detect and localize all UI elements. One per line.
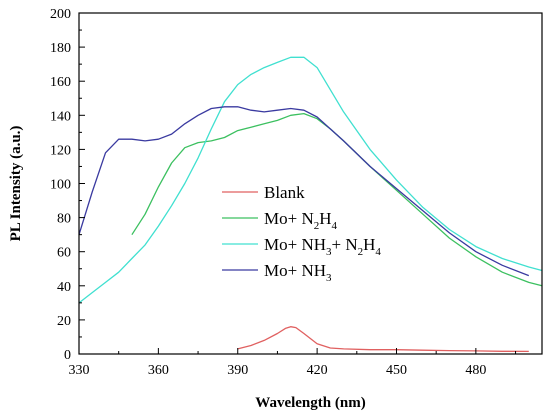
y-tick-label: 40 xyxy=(57,280,71,295)
series-line-0 xyxy=(237,326,529,353)
y-tick-label: 60 xyxy=(57,246,71,261)
y-tick-label: 200 xyxy=(50,7,71,22)
x-tick-label: 480 xyxy=(465,363,486,378)
series-line-2 xyxy=(78,56,543,304)
y-tick-label: 100 xyxy=(50,178,71,193)
x-axis-title: Wavelength (nm) xyxy=(255,395,365,411)
series-line-3 xyxy=(78,106,530,277)
legend-label-2: Mo+ NH3+ N2H4 xyxy=(264,235,381,258)
y-tick-label: 160 xyxy=(50,75,71,90)
x-tick-label: 330 xyxy=(69,363,90,378)
y-axis-title: PL Intensity (a.u.) xyxy=(8,126,24,242)
axes-frame xyxy=(78,12,543,355)
x-tick-label: 450 xyxy=(386,363,407,378)
y-tick-label: 80 xyxy=(57,212,71,227)
y-tick-label: 120 xyxy=(50,143,71,158)
legend-label-3: Mo+ NH3 xyxy=(264,261,332,284)
y-tick-label: 180 xyxy=(50,41,71,56)
series-line-1 xyxy=(131,112,543,287)
x-tick-label: 390 xyxy=(227,363,248,378)
x-tick-label: 360 xyxy=(148,363,169,378)
legend-label-0: Blank xyxy=(264,183,305,202)
y-tick-label: 140 xyxy=(50,109,71,124)
x-tick-label: 420 xyxy=(307,363,328,378)
legend: Blank Mo+ N2H4 Mo+ NH3+ N2H4 Mo+ NH3 xyxy=(222,183,381,284)
axis-ticks: 330 360 390 420 450 480 0 20 40 60 80 100 120 140 160 1… xyxy=(50,7,517,378)
y-tick-label: 0 xyxy=(64,348,71,363)
legend-label-1: Mo+ N2H4 xyxy=(264,209,338,232)
plot-area xyxy=(78,56,543,353)
y-tick-label: 20 xyxy=(57,314,71,329)
